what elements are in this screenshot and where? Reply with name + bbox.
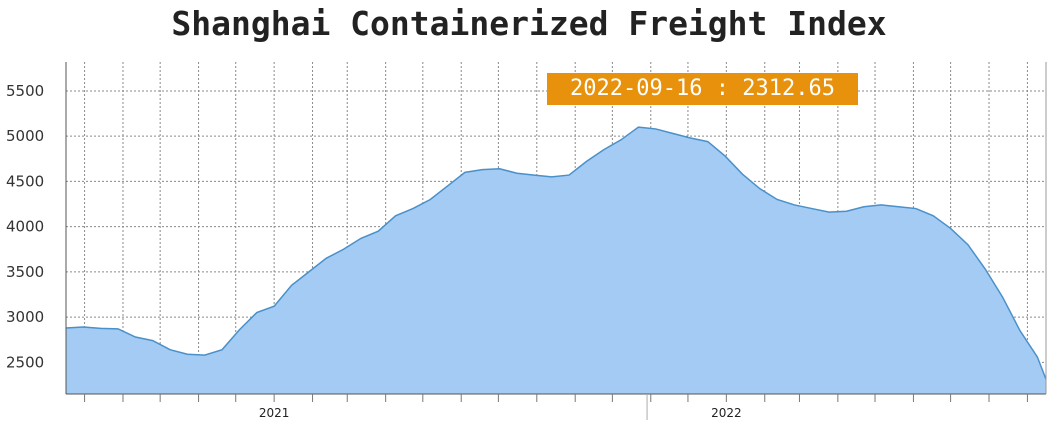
chart-title: Shanghai Containerized Freight Index [171, 4, 887, 43]
y-tick-label: 2500 [6, 353, 44, 371]
plot-frame [65, 62, 1047, 395]
y-tick-label: 3500 [6, 263, 44, 281]
y-tick-label: 5500 [6, 82, 44, 100]
value-tooltip: 2022-09-16 : 2312.65 [547, 73, 858, 105]
series-fill [66, 127, 1046, 394]
x-tick-label: 2022 [711, 406, 742, 420]
x-axis-ticks: 2021 2022 [84, 394, 1028, 420]
x-tick-label: 2021 [259, 406, 290, 420]
y-axis-ticks: 2500 3000 3500 4000 4500 5000 5500 [6, 82, 44, 371]
series-line [65, 126, 1047, 380]
y-tick-label: 3000 [6, 308, 44, 326]
series-area [65, 126, 1047, 394]
y-tick-label: 4000 [6, 218, 44, 236]
y-tick-label: 5000 [6, 127, 44, 145]
y-tick-label: 4500 [6, 172, 44, 190]
